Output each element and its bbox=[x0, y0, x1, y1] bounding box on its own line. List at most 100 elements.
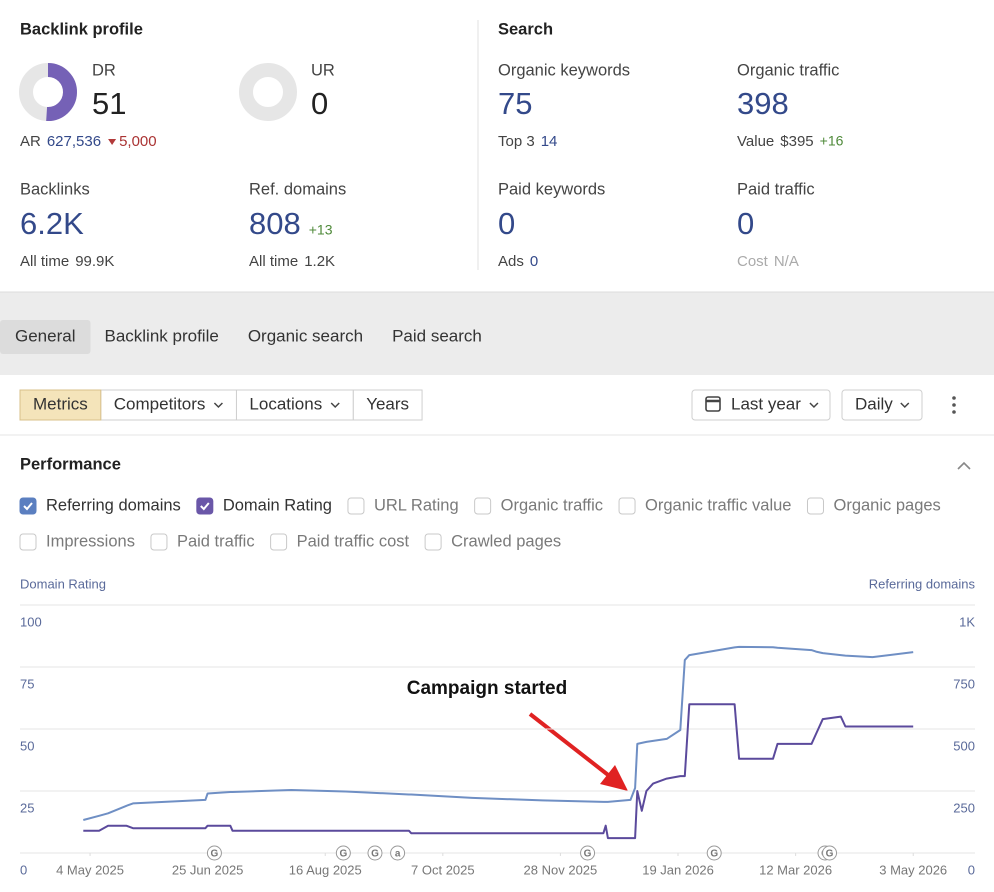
event-label: G bbox=[339, 849, 347, 860]
metric-value: 808 bbox=[249, 206, 301, 241]
annotation-arrowhead bbox=[600, 765, 628, 791]
label: All time bbox=[20, 253, 69, 270]
label: Value bbox=[737, 133, 774, 150]
y-tick-label: 0 bbox=[20, 862, 27, 877]
checkbox[interactable] bbox=[618, 497, 636, 515]
metric-toggle[interactable]: Organic traffic value bbox=[645, 496, 791, 514]
more-icon[interactable] bbox=[952, 396, 956, 414]
segment-button[interactable]: Metrics bbox=[33, 394, 88, 413]
y-tick-label: 50 bbox=[20, 738, 34, 753]
y2-tick-label: 1K bbox=[959, 614, 975, 629]
checkbox[interactable] bbox=[19, 533, 37, 551]
tab[interactable]: General bbox=[15, 326, 75, 345]
label: +13 bbox=[309, 222, 333, 238]
checkbox[interactable] bbox=[150, 533, 168, 551]
tab[interactable]: Paid search bbox=[392, 326, 482, 345]
segment-button[interactable]: Locations bbox=[249, 394, 322, 413]
series-line bbox=[83, 703, 914, 840]
x-tick-label: 4 May 2025 bbox=[56, 862, 124, 877]
checkbox[interactable] bbox=[806, 497, 824, 515]
metric-value: 75 bbox=[498, 86, 532, 121]
checkbox[interactable] bbox=[474, 497, 492, 515]
period-button[interactable] bbox=[691, 389, 831, 421]
chevron-icon bbox=[213, 402, 223, 409]
label: +16 bbox=[820, 133, 844, 149]
x-tick-label: 16 Aug 2025 bbox=[289, 862, 362, 877]
metric-toggle[interactable]: Impressions bbox=[46, 532, 135, 550]
annotation: Campaign started bbox=[407, 678, 567, 699]
section-title: Backlink profile bbox=[20, 20, 143, 38]
label: N/A bbox=[774, 253, 799, 270]
label: Paid keywords bbox=[498, 180, 605, 198]
label: 627,536 bbox=[47, 133, 101, 150]
checkbox[interactable] bbox=[424, 533, 442, 551]
axis-title: Domain Rating bbox=[20, 576, 106, 591]
y-tick-label: 100 bbox=[20, 614, 42, 629]
event-marker[interactable] bbox=[367, 845, 383, 861]
segment-bg[interactable] bbox=[19, 389, 102, 421]
y2-tick-label: 500 bbox=[953, 738, 975, 753]
metric-toggle[interactable]: Crawled pages bbox=[451, 532, 561, 550]
metric-toggle[interactable]: Organic traffic bbox=[501, 496, 603, 514]
metric-value: 0 bbox=[498, 206, 515, 241]
period-label[interactable]: Last year bbox=[731, 394, 801, 413]
tab[interactable]: Organic search bbox=[248, 326, 363, 345]
trend-down-icon bbox=[108, 139, 117, 145]
x-tick-label: 12 Mar 2026 bbox=[759, 862, 832, 877]
axis-title: Referring domains bbox=[869, 576, 976, 591]
x-tick-label: 28 Nov 2025 bbox=[524, 862, 598, 877]
checkbox[interactable] bbox=[196, 497, 214, 515]
checkmark bbox=[23, 502, 33, 511]
interval-label[interactable]: Daily bbox=[855, 394, 893, 413]
label: UR bbox=[311, 61, 335, 79]
label: Ads bbox=[498, 253, 524, 270]
event-label: G bbox=[584, 849, 592, 860]
metric-toggle[interactable]: Paid traffic cost bbox=[297, 532, 410, 550]
metric-toggle[interactable]: Domain Rating bbox=[223, 496, 332, 514]
y2-tick-label: 750 bbox=[953, 676, 975, 691]
tab-bar bbox=[0, 292, 994, 375]
label: 99.9K bbox=[75, 253, 114, 270]
event-marker[interactable] bbox=[335, 845, 351, 861]
tab[interactable]: Backlink profile bbox=[104, 326, 218, 345]
label: $395 bbox=[780, 133, 813, 150]
checkbox[interactable] bbox=[19, 497, 37, 515]
series-line bbox=[83, 645, 914, 821]
checkbox[interactable] bbox=[270, 533, 288, 551]
label: DR bbox=[92, 61, 116, 79]
event-marker[interactable] bbox=[822, 845, 838, 861]
x-tick-label: 19 Jan 2026 bbox=[642, 862, 714, 877]
event-marker[interactable] bbox=[580, 845, 596, 861]
label: Organic keywords bbox=[498, 61, 630, 79]
metric-toggle[interactable]: Organic pages bbox=[833, 496, 940, 514]
metric-value: 398 bbox=[737, 86, 789, 121]
chevron-icon bbox=[330, 402, 340, 409]
checkbox[interactable] bbox=[347, 497, 365, 515]
segment-button[interactable]: Years bbox=[366, 394, 409, 413]
label: Backlinks bbox=[20, 180, 90, 198]
x-tick-label: 7 Oct 2025 bbox=[411, 862, 475, 877]
metric-toggle[interactable]: Paid traffic bbox=[177, 532, 255, 550]
donut-track bbox=[239, 63, 297, 121]
interval-button[interactable] bbox=[841, 389, 923, 421]
event-label: G bbox=[371, 849, 379, 860]
event-marker[interactable] bbox=[706, 845, 722, 861]
y2-tick-label: 0 bbox=[968, 862, 975, 877]
metric-value: 51 bbox=[92, 86, 126, 121]
section-title: Search bbox=[498, 20, 553, 38]
event-marker[interactable] bbox=[206, 845, 222, 861]
segment-bg[interactable] bbox=[100, 389, 237, 421]
donut-arc bbox=[46, 63, 77, 121]
event-marker[interactable] bbox=[390, 845, 406, 861]
segment-bg[interactable] bbox=[352, 389, 423, 421]
label: 0 bbox=[530, 253, 538, 270]
segment-button[interactable]: Competitors bbox=[114, 394, 206, 413]
metric-toggle[interactable]: URL Rating bbox=[374, 496, 459, 514]
calendar-icon bbox=[705, 396, 721, 412]
metric-value: 6.2K bbox=[20, 206, 84, 241]
label: 5,000 bbox=[119, 133, 157, 150]
collapse-icon[interactable] bbox=[957, 461, 971, 470]
section-title: Performance bbox=[20, 455, 121, 473]
metric-toggle[interactable]: Referring domains bbox=[46, 496, 181, 514]
